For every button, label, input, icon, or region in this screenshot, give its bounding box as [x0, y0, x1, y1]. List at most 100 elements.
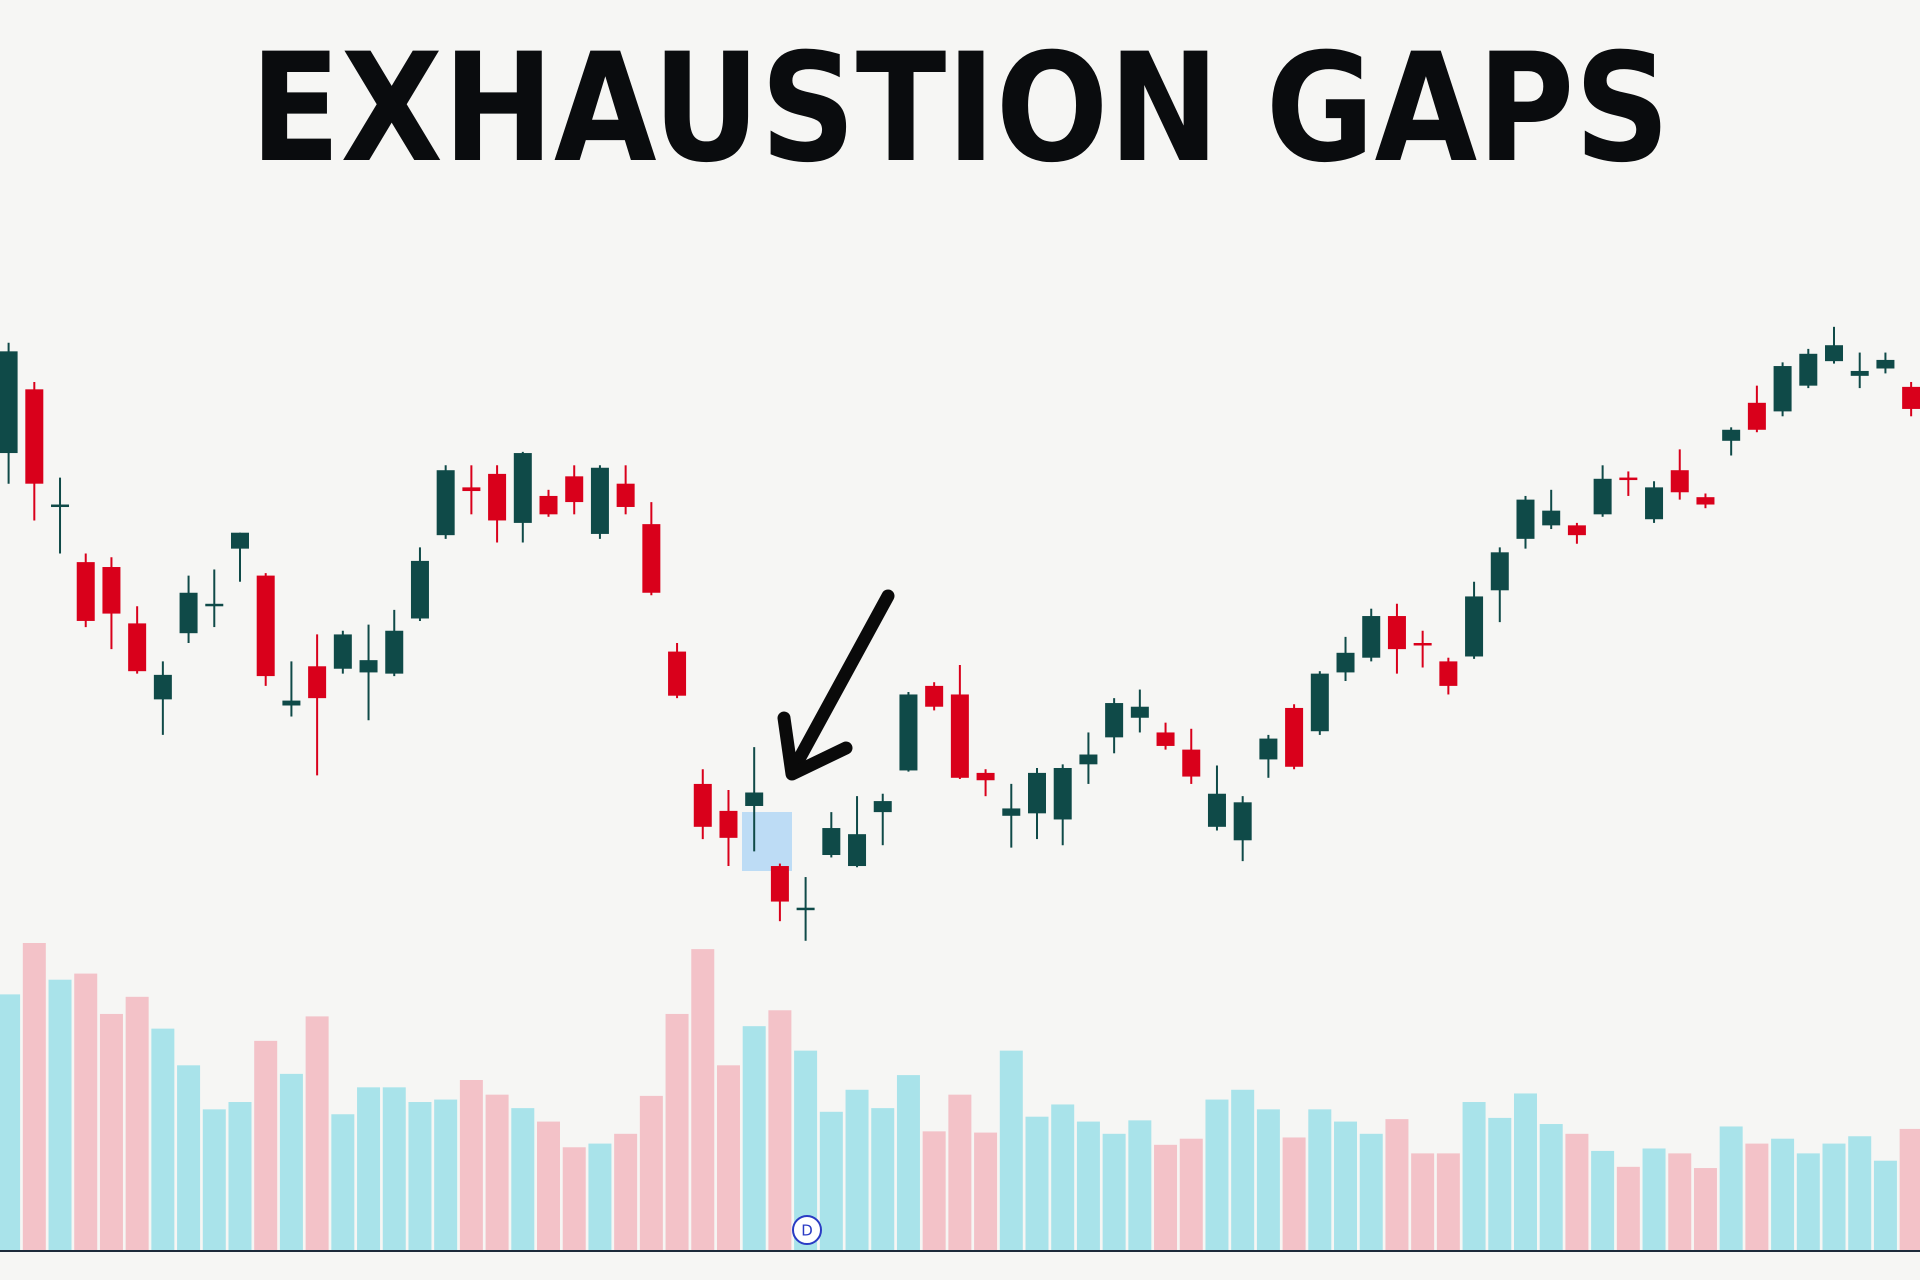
candle-body: [51, 504, 70, 508]
candle-body: [1002, 808, 1021, 816]
volume-bar: [1899, 1128, 1920, 1250]
volume-bar: [48, 979, 72, 1250]
volume-bar: [1385, 1119, 1409, 1250]
candle-body: [153, 674, 172, 700]
candle-body: [1182, 749, 1201, 777]
volume-bar: [125, 996, 149, 1250]
volume-bar: [74, 973, 98, 1250]
volume-bar: [1282, 1137, 1306, 1250]
volume-bar: [1513, 1093, 1537, 1250]
candle-body: [513, 453, 532, 523]
volume-bar: [639, 1095, 663, 1250]
event-marker-label: D: [801, 1222, 813, 1240]
volume-bar: [794, 1050, 818, 1250]
candle-body: [488, 473, 507, 521]
volume-bar: [228, 1102, 252, 1250]
candle-body: [822, 828, 841, 856]
candle-layer: [0, 326, 1920, 941]
candle-body: [1850, 370, 1869, 376]
volume-bar: [948, 1094, 972, 1250]
candle-body: [1310, 673, 1329, 732]
candle-body: [642, 524, 661, 593]
event-marker: [792, 1215, 822, 1245]
candle-body: [205, 603, 224, 607]
candle-body: [796, 907, 815, 911]
volume-bar: [254, 1040, 278, 1250]
volume-bar: [1359, 1133, 1383, 1250]
candle-body: [308, 666, 327, 699]
volume-bar: [1076, 1121, 1100, 1250]
volume-bar: [1179, 1138, 1203, 1250]
volume-bar: [1411, 1153, 1435, 1250]
volume-bar: [742, 1026, 766, 1250]
volume-bar: [588, 1143, 612, 1250]
candle-body: [128, 623, 147, 672]
volume-bar: [408, 1102, 432, 1250]
volume-bar: [434, 1099, 458, 1250]
candle-body: [102, 567, 121, 614]
candle-body: [0, 351, 18, 454]
candle-body: [873, 801, 892, 813]
volume-bar: [1334, 1121, 1358, 1250]
candle-body: [1130, 706, 1149, 718]
candle-body: [1490, 552, 1509, 591]
volume-bar: [279, 1073, 303, 1250]
candle-body: [1902, 386, 1920, 409]
volume-bar: [1693, 1168, 1717, 1250]
volume-bar: [896, 1075, 920, 1250]
volume-bar: [1873, 1160, 1897, 1250]
volume-bar: [871, 1108, 895, 1250]
candle-body: [719, 810, 738, 838]
candle-body: [925, 685, 944, 707]
candle-body: [1156, 732, 1175, 746]
candle-body: [745, 792, 764, 806]
volume-bar: [1436, 1153, 1460, 1250]
volume-bar: [1205, 1099, 1229, 1250]
volume-bar: [382, 1087, 406, 1250]
volume-bar: [1642, 1148, 1666, 1250]
volume-bar: [716, 1065, 740, 1250]
volume-bar: [1462, 1102, 1486, 1250]
volume-bar: [768, 1010, 792, 1250]
volume-bar: [485, 1094, 509, 1250]
volume-bar: [22, 943, 46, 1250]
volume-bar: [614, 1133, 638, 1250]
gap-highlight: [742, 812, 792, 871]
volume-bar: [1771, 1138, 1795, 1250]
chart-title: EXHAUSTION GAPS: [250, 22, 1670, 196]
candle-body: [462, 487, 481, 492]
candle-body: [616, 483, 635, 507]
volume-bar: [922, 1131, 946, 1250]
candle-body: [385, 630, 404, 674]
candle-body: [1259, 738, 1278, 760]
arrow: [777, 589, 895, 781]
candle-body: [1542, 510, 1561, 526]
volume-bar: [1231, 1089, 1255, 1250]
volume-bar: [845, 1089, 869, 1250]
volume-bar: [1539, 1124, 1563, 1250]
volume-bar: [511, 1108, 535, 1250]
volume-bar: [665, 1013, 689, 1250]
candle-body: [76, 562, 95, 621]
volume-bar: [202, 1109, 226, 1250]
candle-body: [668, 651, 687, 696]
volume-bar: [1102, 1133, 1126, 1250]
volume-bar: [1025, 1116, 1049, 1250]
candle-body: [1439, 661, 1458, 686]
candle-body: [1105, 703, 1124, 738]
volume-bar: [0, 994, 21, 1250]
volume-bar: [151, 1028, 175, 1250]
volume-bar: [357, 1087, 381, 1250]
candle-body: [1876, 359, 1895, 369]
candle-body: [1362, 616, 1381, 658]
volume-bar: [974, 1132, 998, 1250]
volume-bar: [1591, 1150, 1615, 1250]
candle-body: [1773, 366, 1792, 412]
volume-bar: [1719, 1126, 1743, 1250]
volume-bar: [1256, 1109, 1280, 1250]
volume-bar: [1308, 1109, 1332, 1250]
volume-bar: [1154, 1144, 1178, 1250]
volume-bar: [305, 1016, 329, 1250]
candle-body: [1645, 487, 1664, 520]
candle-body: [179, 592, 198, 634]
